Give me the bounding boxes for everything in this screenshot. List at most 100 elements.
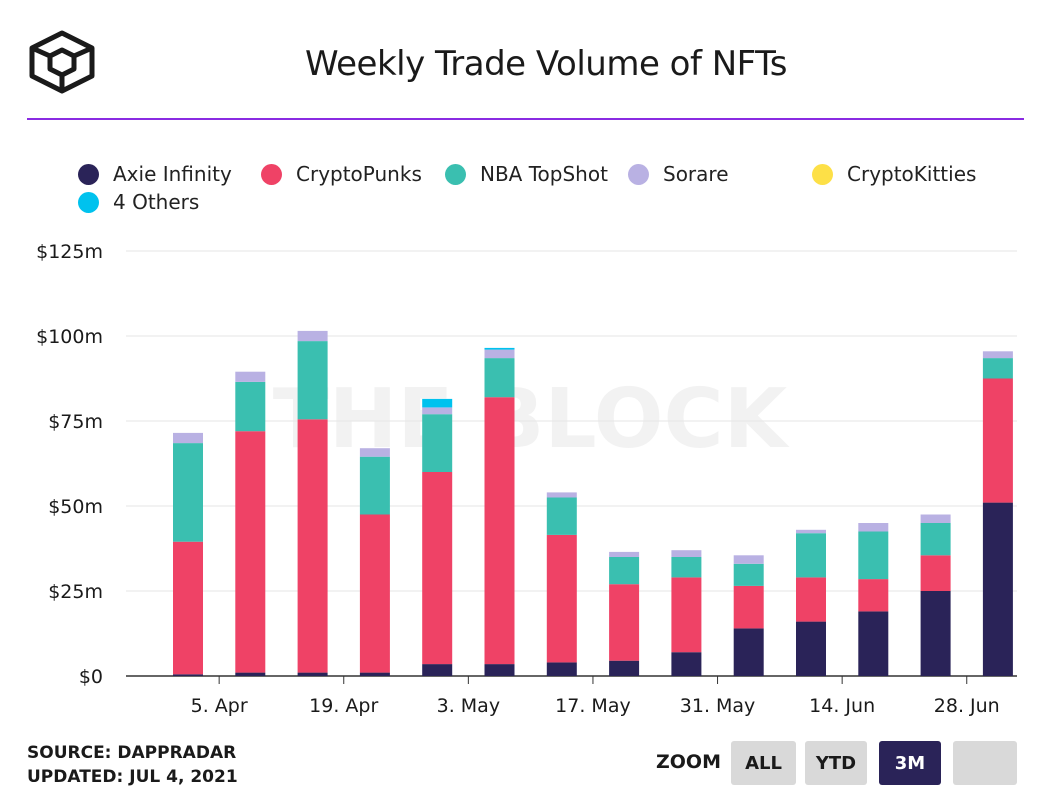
bar-stack[interactable] <box>422 398 453 676</box>
bar-segment-nba-topshot[interactable] <box>733 563 764 586</box>
bar-segment-sorare[interactable] <box>359 448 390 457</box>
bar-stack[interactable] <box>546 492 577 676</box>
bar-segment-cryptopunks[interactable] <box>359 514 390 673</box>
legend-item-cryptokitties[interactable]: CryptoKitties <box>812 162 976 186</box>
zoom-all-button[interactable]: ALL <box>731 741 796 785</box>
bar-segment-axie-infinity[interactable] <box>422 664 453 676</box>
bar-segment-sorare[interactable] <box>173 432 203 444</box>
bar-segment-cryptopunks[interactable] <box>982 378 1013 503</box>
legend-swatch-icon <box>445 163 466 185</box>
zoom-extra-button[interactable] <box>953 741 1017 785</box>
bar-segment-axie-infinity[interactable] <box>920 591 951 676</box>
the-block-logo-icon <box>29 30 95 94</box>
x-tick-label: 17. May <box>555 695 631 717</box>
bar-segment-sorare[interactable] <box>920 514 951 524</box>
bar-segment-nba-topshot[interactable] <box>422 414 453 472</box>
bar-segment-sorare[interactable] <box>546 492 577 498</box>
y-tick-label: $0 <box>79 666 103 688</box>
bar-segment-sorare[interactable] <box>297 330 328 342</box>
bar-segment-sorare[interactable] <box>609 551 640 557</box>
legend-swatch-icon <box>78 163 99 185</box>
bar-stack[interactable] <box>858 523 889 676</box>
bar-segment-axie-infinity[interactable] <box>359 672 390 676</box>
bar-stack[interactable] <box>484 347 515 676</box>
bar-segment-nba-topshot[interactable] <box>671 557 702 578</box>
bar-stack[interactable] <box>671 550 702 676</box>
zoom-ytd-button[interactable]: YTD <box>805 741 867 785</box>
legend-item-axie-infinity[interactable]: Axie Infinity <box>78 162 232 186</box>
bar-segment-nba-topshot[interactable] <box>235 381 266 432</box>
bar-segment-axie-infinity[interactable] <box>858 611 889 676</box>
bar-segment-cryptopunks[interactable] <box>297 419 328 673</box>
bar-segment-cryptopunks[interactable] <box>671 577 702 653</box>
bar-segment-nba-topshot[interactable] <box>297 341 328 420</box>
bar-segment-axie-infinity[interactable] <box>609 660 640 676</box>
bar-segment-cryptopunks[interactable] <box>796 577 826 622</box>
bar-segment-cryptopunks[interactable] <box>235 431 266 673</box>
y-tick-label: $100m <box>36 326 103 348</box>
bar-stack[interactable] <box>796 529 826 676</box>
bar-segment-sorare[interactable] <box>484 349 515 359</box>
bar-segment-nba-topshot[interactable] <box>546 497 577 535</box>
bar-segment-nba-topshot[interactable] <box>858 531 889 580</box>
bar-segment-axie-infinity[interactable] <box>546 662 577 676</box>
bar-segment-axie-infinity[interactable] <box>297 672 328 676</box>
bar-segment-cryptopunks[interactable] <box>920 555 951 591</box>
bar-stack[interactable] <box>609 551 640 676</box>
legend-item-sorare[interactable]: Sorare <box>628 162 729 186</box>
zoom-label: ZOOM <box>656 751 721 773</box>
bar-segment-4-others[interactable] <box>484 347 515 350</box>
watermark: THE BLOCK <box>273 372 791 467</box>
bar-segment-nba-topshot[interactable] <box>359 456 390 515</box>
bar-segment-sorare[interactable] <box>982 351 1013 359</box>
bar-segment-nba-topshot[interactable] <box>173 443 203 542</box>
bar-stack[interactable] <box>235 371 266 676</box>
bar-segment-sorare[interactable] <box>422 407 453 415</box>
bar-segment-nba-topshot[interactable] <box>609 557 640 585</box>
bar-segment-cryptopunks[interactable] <box>422 472 453 665</box>
bar-segment-cryptopunks[interactable] <box>733 585 764 629</box>
bar-segment-sorare[interactable] <box>858 523 889 532</box>
bar-segment-axie-infinity[interactable] <box>982 502 1013 676</box>
legend-label: CryptoPunks <box>296 162 422 186</box>
bar-segment-sorare[interactable] <box>733 555 764 564</box>
legend-item-nba-topshot[interactable]: NBA TopShot <box>445 162 608 186</box>
legend-item-4-others[interactable]: 4 Others <box>78 190 199 214</box>
zoom-3m-button[interactable]: 3M <box>879 741 941 785</box>
bar-segment-nba-topshot[interactable] <box>484 358 515 398</box>
bar-segment-nba-topshot[interactable] <box>982 358 1013 379</box>
bar-stack[interactable] <box>297 330 328 676</box>
bar-stack[interactable] <box>920 514 951 677</box>
updated-note: UPDATED: JUL 4, 2021 <box>27 767 238 787</box>
bar-segment-axie-infinity[interactable] <box>235 672 266 676</box>
y-axis-labels: $0 $25m $50m $75m $100m $125m <box>36 241 103 688</box>
bar-stack[interactable] <box>173 432 203 676</box>
bar-segment-axie-infinity[interactable] <box>671 652 702 676</box>
bar-segment-sorare[interactable] <box>671 550 702 557</box>
bar-segment-sorare[interactable] <box>796 529 826 534</box>
bar-stack[interactable] <box>359 448 390 676</box>
bar-segment-axie-infinity[interactable] <box>484 664 515 676</box>
y-tick-label: $125m <box>36 241 103 263</box>
bar-segment-4-others[interactable] <box>422 398 453 408</box>
title-divider <box>27 118 1024 120</box>
bar-segment-cryptopunks[interactable] <box>546 534 577 663</box>
bar-stack[interactable] <box>982 351 1013 676</box>
bar-segment-cryptopunks[interactable] <box>609 584 640 661</box>
legend-swatch-icon <box>628 163 649 185</box>
bar-segment-nba-topshot[interactable] <box>796 533 826 578</box>
bar-segment-sorare[interactable] <box>235 371 266 382</box>
bar-segment-cryptopunks[interactable] <box>173 541 203 675</box>
bar-stack[interactable] <box>733 555 764 676</box>
bar-segment-axie-infinity[interactable] <box>796 621 826 676</box>
bar-segment-axie-infinity[interactable] <box>733 628 764 676</box>
x-tick-label: 19. Apr <box>309 695 378 717</box>
bar-segment-axie-infinity[interactable] <box>173 674 203 676</box>
x-tick-label: 3. May <box>437 695 500 717</box>
bar-segment-nba-topshot[interactable] <box>920 523 951 556</box>
y-tick-label: $75m <box>48 411 103 433</box>
bar-segment-cryptopunks[interactable] <box>484 397 515 665</box>
legend-item-cryptopunks[interactable]: CryptoPunks <box>261 162 422 186</box>
bar-segment-cryptopunks[interactable] <box>858 579 889 612</box>
